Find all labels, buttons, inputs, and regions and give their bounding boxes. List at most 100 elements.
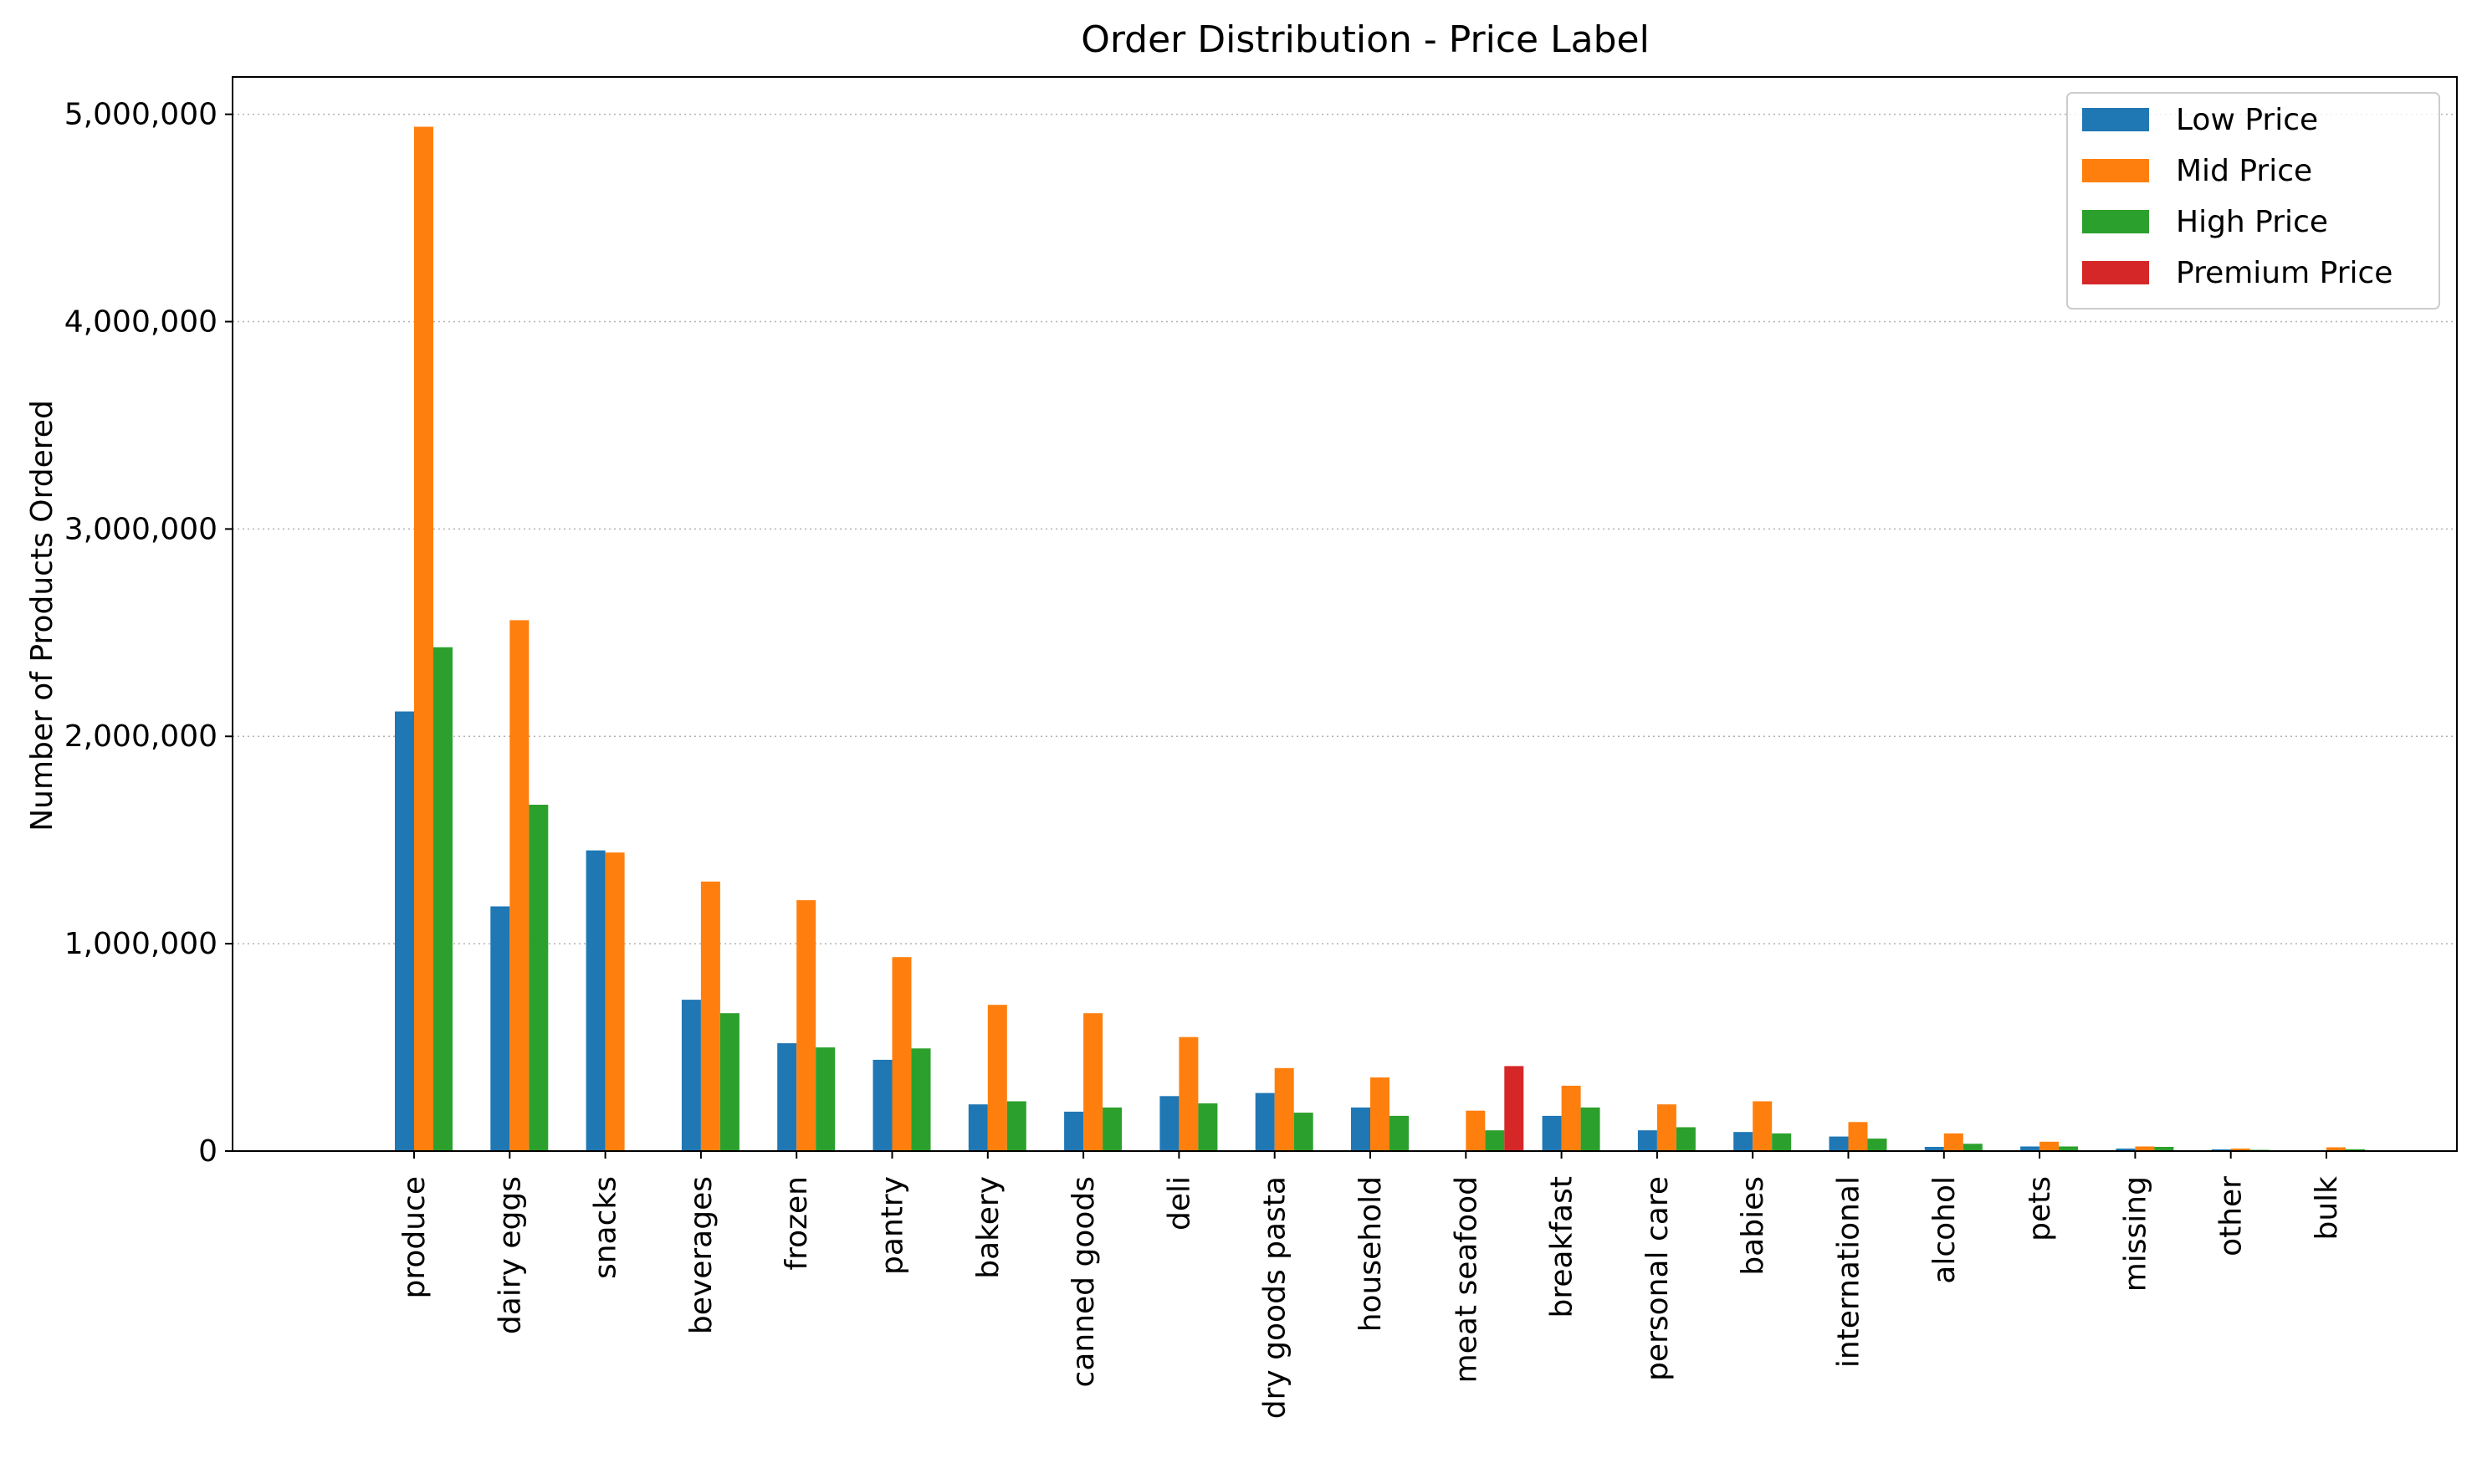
bar-high-price-frozen xyxy=(816,1047,836,1151)
legend-label: Mid Price xyxy=(2176,154,2312,188)
bar-mid-price-produce xyxy=(414,126,433,1151)
bar-mid-price-babies xyxy=(1753,1101,1773,1151)
x-tick-label: bakery xyxy=(971,1176,1006,1279)
legend-box xyxy=(2066,92,2440,310)
bar-low-price-frozen xyxy=(777,1043,797,1151)
bar-mid-price-pets xyxy=(2039,1141,2060,1151)
bar-low-price-babies xyxy=(1733,1132,1753,1151)
bar-low-price-pets xyxy=(2020,1146,2040,1151)
bar-mid-price-international xyxy=(1848,1122,1868,1151)
chart-title: Order Distribution - Price Label xyxy=(1081,18,1650,61)
bar-mid-price-other xyxy=(2230,1149,2250,1151)
x-tick-label: snacks xyxy=(589,1176,623,1279)
bar-mid-price-household xyxy=(1370,1077,1389,1151)
bar-mid-price-dairy-eggs xyxy=(509,620,530,1151)
bar-low-price-alcohol xyxy=(1924,1147,1944,1151)
bar-high-price-alcohol xyxy=(1963,1144,1983,1151)
bar-mid-price-pantry xyxy=(892,957,912,1151)
bar-mid-price-canned-goods xyxy=(1083,1013,1103,1151)
x-tick-label: pantry xyxy=(876,1176,910,1275)
legend-label: Premium Price xyxy=(2176,256,2392,290)
y-tick-label: 2,000,000 xyxy=(64,719,217,754)
bar-mid-price-dry-goods-pasta xyxy=(1274,1067,1294,1151)
x-tick-label: breakfast xyxy=(1545,1176,1579,1318)
bar-mid-price-breakfast xyxy=(1561,1085,1581,1151)
legend-label: Low Price xyxy=(2176,103,2318,137)
x-tick-label: beverages xyxy=(684,1176,719,1334)
bar-low-price-canned-goods xyxy=(1064,1111,1084,1151)
bar-low-price-missing xyxy=(2116,1149,2136,1151)
axes xyxy=(225,76,2458,1159)
bar-high-price-produce xyxy=(433,647,453,1151)
bar-high-price-beverages xyxy=(719,1013,739,1151)
x-tick-label: meat seafood xyxy=(1449,1176,1483,1383)
x-tick-label: dairy eggs xyxy=(493,1176,527,1334)
x-tick-label: alcohol xyxy=(1927,1176,1962,1284)
bar-high-price-missing xyxy=(2154,1147,2174,1151)
x-tick-label: produce xyxy=(397,1176,432,1299)
bar-mid-price-beverages xyxy=(700,881,720,1151)
bar-mid-price-deli xyxy=(1179,1036,1199,1151)
x-tick-label: international xyxy=(1832,1176,1866,1368)
bar-high-price-dry-goods-pasta xyxy=(1293,1113,1313,1151)
bar-low-price-dairy-eggs xyxy=(490,906,510,1151)
legend-swatch xyxy=(2082,210,2149,233)
bar-high-price-personal-care xyxy=(1676,1127,1696,1151)
bar-low-price-deli xyxy=(1159,1096,1180,1151)
y-tick-label: 4,000,000 xyxy=(64,304,217,339)
bar-high-price-breakfast xyxy=(1580,1107,1600,1151)
bar-low-price-dry-goods-pasta xyxy=(1255,1093,1275,1151)
x-tick-label: deli xyxy=(1162,1176,1196,1231)
bar-high-price-international xyxy=(1867,1139,1887,1151)
bar-high-price-canned-goods xyxy=(1103,1107,1123,1151)
bar-low-price-beverages xyxy=(681,1000,701,1151)
bar-premium-price-meat-seafood xyxy=(1504,1066,1524,1151)
x-tick-label: missing xyxy=(2118,1176,2152,1292)
x-tick-label: babies xyxy=(1736,1176,1770,1276)
bar-low-price-international xyxy=(1829,1136,1849,1151)
bar-low-price-breakfast xyxy=(1542,1115,1562,1151)
bar-low-price-produce xyxy=(395,711,414,1151)
bar-high-price-pets xyxy=(2059,1146,2079,1151)
bar-mid-price-missing xyxy=(2135,1146,2155,1151)
legend-swatch xyxy=(2082,261,2149,284)
x-tick-labels: produce dairy eggs snacks beverages frozen pa… xyxy=(397,1176,2344,1419)
y-tick-label: 3,000,000 xyxy=(64,512,217,546)
x-tick-label: other xyxy=(2214,1176,2249,1256)
y-tick-label: 0 xyxy=(198,1134,217,1169)
bar-mid-price-bulk xyxy=(2326,1147,2346,1151)
y-tick-labels: 0 1,000,000 2,000,000 3,000,000 4,000,000 5,0… xyxy=(64,98,217,1169)
bars xyxy=(395,126,2365,1151)
legend-swatch xyxy=(2082,108,2149,131)
bar-high-price-meat-seafood xyxy=(1485,1130,1505,1151)
x-tick-label: frozen xyxy=(780,1176,814,1271)
bar-mid-price-frozen xyxy=(796,900,816,1151)
bar-high-price-bakery xyxy=(1006,1101,1026,1151)
bar-high-price-babies xyxy=(1772,1133,1792,1151)
bar-low-price-pantry xyxy=(873,1059,893,1151)
x-tick-label: pets xyxy=(2023,1176,2057,1241)
legend-label: High Price xyxy=(2176,205,2328,239)
bar-high-price-pantry xyxy=(911,1048,931,1151)
bar-high-price-dairy-eggs xyxy=(529,805,549,1151)
bar-low-price-bakery xyxy=(968,1104,988,1151)
bar-low-price-snacks xyxy=(586,850,606,1151)
x-tick-label: bulk xyxy=(2310,1176,2344,1241)
x-tick-label: household xyxy=(1354,1176,1388,1332)
bar-mid-price-alcohol xyxy=(1943,1133,1963,1151)
bar-high-price-household xyxy=(1389,1115,1409,1151)
bar-mid-price-snacks xyxy=(605,852,625,1151)
bar-high-price-bulk xyxy=(2346,1149,2365,1151)
y-tick-label: 1,000,000 xyxy=(64,927,217,961)
y-axis-label: Number of Products Ordered xyxy=(25,400,59,832)
x-tick-label: canned goods xyxy=(1067,1176,1101,1387)
bar-low-price-household xyxy=(1351,1107,1370,1151)
legend: Low Price Mid Price High Price Premium Pric… xyxy=(2066,92,2440,310)
x-tick-label: personal care xyxy=(1640,1176,1675,1381)
plot-frame xyxy=(232,76,2458,1152)
legend-swatch xyxy=(2082,159,2149,182)
bar-mid-price-personal-care xyxy=(1656,1104,1676,1151)
bar-mid-price-bakery xyxy=(987,1005,1007,1151)
